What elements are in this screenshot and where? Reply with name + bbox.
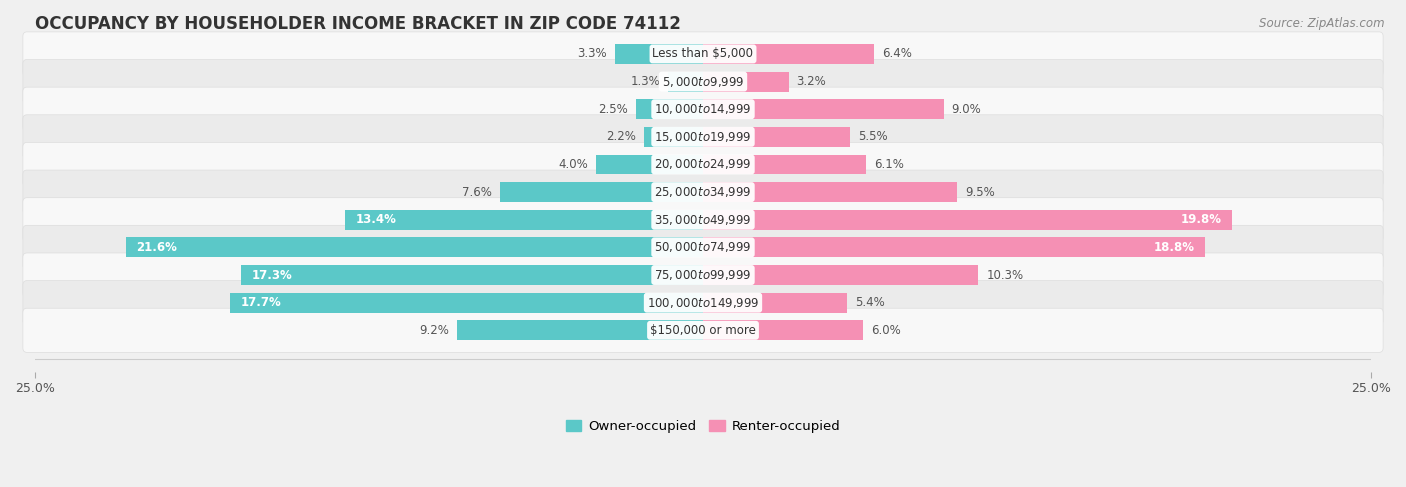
Text: 6.4%: 6.4% — [882, 47, 912, 60]
Bar — [703, 44, 875, 64]
Bar — [703, 182, 957, 202]
Text: 9.2%: 9.2% — [419, 324, 449, 337]
Text: $25,000 to $34,999: $25,000 to $34,999 — [654, 185, 752, 199]
Text: 3.2%: 3.2% — [797, 75, 827, 88]
Bar — [703, 293, 848, 313]
Bar — [703, 72, 789, 92]
FancyBboxPatch shape — [22, 281, 1384, 325]
Text: 21.6%: 21.6% — [136, 241, 177, 254]
Text: 5.5%: 5.5% — [858, 131, 887, 143]
Bar — [231, 293, 703, 313]
Text: OCCUPANCY BY HOUSEHOLDER INCOME BRACKET IN ZIP CODE 74112: OCCUPANCY BY HOUSEHOLDER INCOME BRACKET … — [35, 15, 681, 33]
Bar — [703, 238, 1205, 257]
Legend: Owner-occupied, Renter-occupied: Owner-occupied, Renter-occupied — [560, 414, 846, 438]
Text: 1.3%: 1.3% — [630, 75, 661, 88]
FancyBboxPatch shape — [22, 87, 1384, 131]
Text: $5,000 to $9,999: $5,000 to $9,999 — [662, 75, 744, 89]
Text: 6.1%: 6.1% — [875, 158, 904, 171]
FancyBboxPatch shape — [22, 32, 1384, 76]
FancyBboxPatch shape — [22, 59, 1384, 104]
FancyBboxPatch shape — [22, 198, 1384, 242]
Text: $35,000 to $49,999: $35,000 to $49,999 — [654, 213, 752, 227]
Bar — [703, 154, 866, 174]
Text: Source: ZipAtlas.com: Source: ZipAtlas.com — [1260, 17, 1385, 30]
Text: 4.0%: 4.0% — [558, 158, 588, 171]
FancyBboxPatch shape — [22, 308, 1384, 353]
Text: Less than $5,000: Less than $5,000 — [652, 47, 754, 60]
Text: $50,000 to $74,999: $50,000 to $74,999 — [654, 241, 752, 254]
Bar — [240, 265, 703, 285]
Bar — [703, 320, 863, 340]
Text: $150,000 or more: $150,000 or more — [650, 324, 756, 337]
FancyBboxPatch shape — [22, 170, 1384, 214]
Text: 3.3%: 3.3% — [578, 47, 607, 60]
Text: $10,000 to $14,999: $10,000 to $14,999 — [654, 102, 752, 116]
Bar — [703, 210, 1232, 230]
Text: 6.0%: 6.0% — [872, 324, 901, 337]
Text: 2.2%: 2.2% — [606, 131, 636, 143]
Bar — [636, 99, 703, 119]
Bar — [125, 238, 703, 257]
Bar — [703, 265, 979, 285]
Text: 17.7%: 17.7% — [240, 296, 281, 309]
Text: 19.8%: 19.8% — [1181, 213, 1222, 226]
Text: 13.4%: 13.4% — [356, 213, 396, 226]
Text: 5.4%: 5.4% — [855, 296, 884, 309]
FancyBboxPatch shape — [22, 253, 1384, 297]
Bar — [644, 127, 703, 147]
Text: $20,000 to $24,999: $20,000 to $24,999 — [654, 157, 752, 171]
Text: 9.0%: 9.0% — [952, 103, 981, 116]
Bar — [457, 320, 703, 340]
Text: 9.5%: 9.5% — [965, 186, 994, 199]
Text: 2.5%: 2.5% — [599, 103, 628, 116]
Text: 17.3%: 17.3% — [252, 268, 292, 281]
Text: 10.3%: 10.3% — [986, 268, 1024, 281]
Bar — [703, 99, 943, 119]
Bar — [596, 154, 703, 174]
Text: $100,000 to $149,999: $100,000 to $149,999 — [647, 296, 759, 310]
FancyBboxPatch shape — [22, 142, 1384, 187]
Text: 7.6%: 7.6% — [463, 186, 492, 199]
Text: 18.8%: 18.8% — [1154, 241, 1195, 254]
FancyBboxPatch shape — [22, 115, 1384, 159]
Bar — [668, 72, 703, 92]
Bar — [344, 210, 703, 230]
Text: $75,000 to $99,999: $75,000 to $99,999 — [654, 268, 752, 282]
Bar — [614, 44, 703, 64]
Text: $15,000 to $19,999: $15,000 to $19,999 — [654, 130, 752, 144]
Bar — [703, 127, 851, 147]
FancyBboxPatch shape — [22, 225, 1384, 269]
Bar — [501, 182, 703, 202]
